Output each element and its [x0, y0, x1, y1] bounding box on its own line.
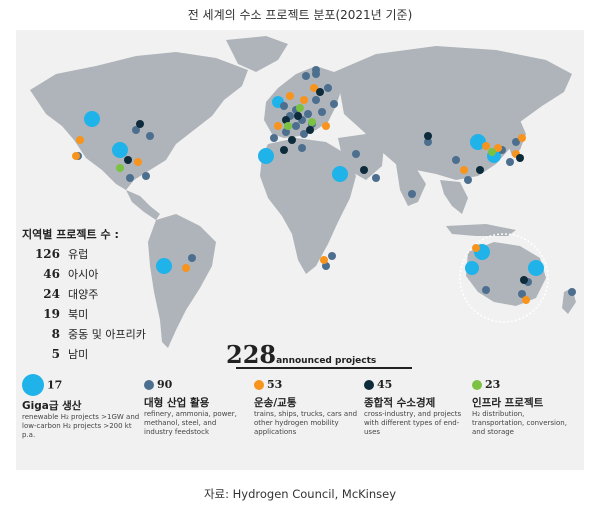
region-list-title: 지역별 프로젝트 수 :	[22, 228, 119, 241]
industry-icon	[144, 379, 154, 390]
world-map	[30, 36, 576, 348]
region-count: 19	[43, 307, 60, 321]
legend-count: 23	[485, 378, 501, 391]
legend-heading: 종합적 수소경제	[364, 397, 436, 409]
region-count: 46	[43, 267, 60, 281]
region-row-europe: 126 유럽	[22, 246, 88, 262]
legend-description: trains, ships, trucks, cars and other hy…	[254, 410, 358, 436]
infra-markers	[116, 104, 496, 172]
legend-giga: 17 Giga급 생산 renewable H₂ projects >1GW a…	[22, 374, 140, 440]
legend-heading: 인프라 프로젝트	[472, 397, 544, 409]
middle-east	[338, 134, 384, 180]
giga-markers	[84, 96, 544, 276]
region-row-north-america: 19 북미	[22, 306, 88, 322]
legend-description: cross-industry, and projects with differ…	[364, 410, 462, 436]
japan	[508, 120, 526, 156]
giga-icon	[22, 374, 44, 396]
greenland	[226, 36, 288, 72]
australia-highlight-ring	[459, 233, 549, 323]
region-row-middle-east-africa: 8 중동 및 아프리카	[22, 326, 146, 342]
giga-marker	[112, 142, 128, 158]
region-name: 유럽	[68, 248, 89, 261]
source-note: 자료: Hydrogen Council, McKinsey	[203, 487, 397, 501]
total-underline	[236, 367, 412, 369]
legend-heading: 대형 산업 활용	[144, 397, 210, 409]
region-name: 아시아	[68, 268, 99, 281]
region-row-oceania: 24 대양주	[22, 286, 98, 302]
southeast-asia	[440, 180, 468, 214]
south-america	[148, 214, 216, 348]
total-label: announced projects	[276, 356, 377, 366]
infra-icon	[472, 379, 482, 390]
integrated-markers	[124, 88, 528, 284]
region-count: 24	[43, 287, 60, 301]
region-name: 대양주	[68, 288, 99, 301]
giga-marker	[528, 260, 544, 276]
legend-integrated: 45 종합적 수소경제 cross-industry, and projects…	[364, 374, 464, 437]
legend-heading: 운송/교통	[254, 397, 297, 409]
giga-marker	[156, 258, 172, 274]
region-count: 8	[51, 327, 60, 341]
legend-count: 17	[47, 378, 63, 392]
region-row-south-america: 5 남미	[22, 346, 89, 362]
legend-description: H₂ distribution, transportation, convers…	[472, 410, 567, 436]
legend-industry: 90 대형 산업 활용 refinery, ammonia, power, me…	[144, 374, 244, 437]
continents	[30, 36, 576, 348]
central-america	[126, 190, 160, 220]
legend-description: renewable H₂ projects >1GW and low-carbo…	[22, 413, 140, 439]
legend-count: 90	[157, 378, 173, 391]
transport-markers	[72, 84, 530, 304]
legend-heading: Giga급 생산	[22, 400, 82, 412]
transport-icon	[254, 379, 264, 390]
india	[396, 164, 426, 206]
region-row-asia: 46 아시아	[22, 266, 98, 282]
legend-infra: 23 인프라 프로젝트 H₂ distribution, transportat…	[472, 374, 578, 437]
giga-marker	[84, 111, 100, 127]
region-name: 남미	[68, 348, 89, 361]
region-name: 북미	[68, 308, 89, 321]
total-count: 228	[226, 340, 277, 369]
legend-count: 45	[377, 378, 393, 391]
world-map-panel: 지역별 프로젝트 수 : 126 유럽 46 아시아 24 대양주 19 북미 8 중동 …	[16, 30, 584, 470]
region-count: 5	[51, 347, 60, 361]
giga-marker	[465, 261, 479, 275]
giga-marker	[332, 166, 348, 182]
legend-count: 53	[267, 378, 283, 391]
total-projects: 228announced projects	[226, 340, 376, 369]
integrated-icon	[364, 379, 374, 390]
indonesia	[446, 224, 516, 236]
map-title: 전 세계의 수소 프로젝트 분포(2021년 기준)	[187, 8, 413, 22]
region-count: 126	[34, 247, 60, 261]
region-name: 중동 및 아프리카	[68, 328, 146, 341]
legend-description: refinery, ammonia, power, methanol, stee…	[144, 410, 237, 436]
legend-transport: 53 운송/교통 trains, ships, trucks, cars and…	[254, 374, 358, 437]
africa	[260, 138, 356, 274]
asia	[334, 46, 572, 180]
giga-marker	[258, 148, 274, 164]
